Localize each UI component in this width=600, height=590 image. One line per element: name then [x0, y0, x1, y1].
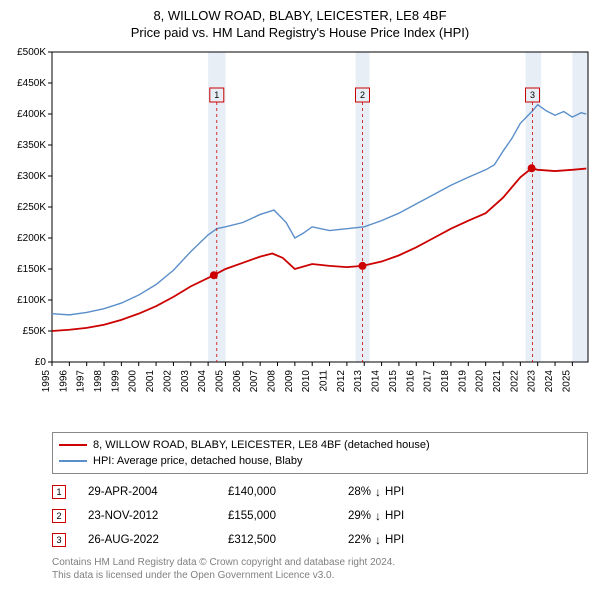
svg-text:1996: 1996 [58, 370, 69, 393]
svg-text:2002: 2002 [162, 370, 173, 393]
svg-text:2014: 2014 [371, 370, 382, 393]
sale-row: 2 23-NOV-2012£155,00029% ↓ HPI [52, 504, 588, 528]
svg-text:£100K: £100K [17, 295, 46, 306]
sale-delta: 29% ↓ HPI [348, 509, 404, 523]
svg-text:2007: 2007 [249, 370, 260, 393]
sales-table: 1 29-APR-2004£140,00028% ↓ HPI 2 23-NOV-2012£… [52, 480, 588, 552]
svg-text:2003: 2003 [180, 370, 191, 393]
svg-text:2008: 2008 [267, 370, 278, 393]
sale-price: £312,500 [228, 534, 348, 546]
svg-text:2015: 2015 [388, 370, 399, 393]
legend-swatch [59, 444, 87, 446]
svg-text:1998: 1998 [93, 370, 104, 393]
svg-text:£350K: £350K [17, 140, 46, 151]
sale-delta-pct: 28% [348, 486, 371, 498]
svg-text:2005: 2005 [214, 370, 225, 393]
svg-text:2017: 2017 [423, 370, 434, 393]
svg-text:2016: 2016 [405, 370, 416, 393]
sale-date: 26-AUG-2022 [88, 534, 228, 546]
svg-text:2000: 2000 [128, 370, 139, 393]
svg-text:2024: 2024 [544, 370, 555, 393]
svg-text:3: 3 [530, 90, 535, 100]
svg-text:£450K: £450K [17, 78, 46, 89]
down-arrow-icon: ↓ [375, 533, 381, 547]
sale-badge: 1 [52, 485, 66, 499]
svg-text:2006: 2006 [232, 370, 243, 393]
svg-text:2023: 2023 [527, 370, 538, 393]
svg-text:2018: 2018 [440, 370, 451, 393]
legend-swatch [59, 460, 87, 462]
svg-text:2012: 2012 [336, 370, 347, 393]
sale-date: 23-NOV-2012 [88, 510, 228, 522]
svg-text:2021: 2021 [492, 370, 503, 393]
sale-delta-suffix: HPI [385, 486, 404, 498]
down-arrow-icon: ↓ [375, 485, 381, 499]
sale-delta-pct: 22% [348, 534, 371, 546]
sale-badge: 2 [52, 509, 66, 523]
sale-date: 29-APR-2004 [88, 486, 228, 498]
svg-text:£400K: £400K [17, 109, 46, 120]
svg-text:2013: 2013 [353, 370, 364, 393]
svg-text:2025: 2025 [561, 370, 572, 393]
svg-text:2020: 2020 [475, 370, 486, 393]
attribution-line1: Contains HM Land Registry data © Crown c… [52, 556, 588, 569]
sale-badge: 3 [52, 533, 66, 547]
line-chart-svg: £0 £50K £100K £150K £200K £250K £300K £350K £400… [4, 46, 596, 426]
legend-label: 8, WILLOW ROAD, BLABY, LEICESTER, LE8 4B… [93, 439, 430, 451]
svg-text:2: 2 [360, 90, 365, 100]
legend: 8, WILLOW ROAD, BLABY, LEICESTER, LE8 4B… [52, 432, 588, 474]
svg-text:2004: 2004 [197, 370, 208, 393]
attribution-line2: This data is licensed under the Open Gov… [52, 569, 588, 582]
svg-text:2011: 2011 [319, 370, 330, 392]
legend-label: HPI: Average price, detached house, Blab… [93, 455, 303, 467]
sale-row: 1 29-APR-2004£140,00028% ↓ HPI [52, 480, 588, 504]
svg-text:2022: 2022 [509, 370, 520, 393]
sale-price: £155,000 [228, 510, 348, 522]
sale-delta-pct: 29% [348, 510, 371, 522]
svg-text:1995: 1995 [41, 370, 52, 393]
legend-item: 8, WILLOW ROAD, BLABY, LEICESTER, LE8 4B… [59, 437, 581, 453]
svg-text:£0: £0 [35, 357, 47, 368]
svg-text:1997: 1997 [76, 370, 87, 393]
svg-text:£500K: £500K [17, 47, 46, 58]
svg-text:£150K: £150K [17, 264, 46, 275]
sale-delta: 22% ↓ HPI [348, 533, 404, 547]
sale-row: 3 26-AUG-2022£312,50022% ↓ HPI [52, 528, 588, 552]
chart-area: £0 £50K £100K £150K £200K £250K £300K £350K £400… [4, 46, 596, 426]
svg-text:£50K: £50K [23, 326, 47, 337]
svg-text:1: 1 [214, 90, 219, 100]
svg-text:£300K: £300K [17, 171, 46, 182]
title-address: 8, WILLOW ROAD, BLABY, LEICESTER, LE8 4B… [4, 8, 596, 23]
sale-price: £140,000 [228, 486, 348, 498]
svg-text:2019: 2019 [457, 370, 468, 393]
svg-text:£250K: £250K [17, 202, 46, 213]
chart-container: 8, WILLOW ROAD, BLABY, LEICESTER, LE8 4B… [0, 0, 600, 586]
svg-text:2009: 2009 [284, 370, 295, 393]
svg-text:£200K: £200K [17, 233, 46, 244]
sale-delta-suffix: HPI [385, 510, 404, 522]
svg-text:2001: 2001 [145, 370, 156, 393]
svg-text:1999: 1999 [110, 370, 121, 393]
legend-item: HPI: Average price, detached house, Blab… [59, 453, 581, 469]
sale-delta: 28% ↓ HPI [348, 485, 404, 499]
title-subtitle: Price paid vs. HM Land Registry's House … [4, 25, 596, 40]
svg-text:2010: 2010 [301, 370, 312, 393]
down-arrow-icon: ↓ [375, 509, 381, 523]
sale-delta-suffix: HPI [385, 534, 404, 546]
attribution: Contains HM Land Registry data © Crown c… [52, 556, 588, 582]
